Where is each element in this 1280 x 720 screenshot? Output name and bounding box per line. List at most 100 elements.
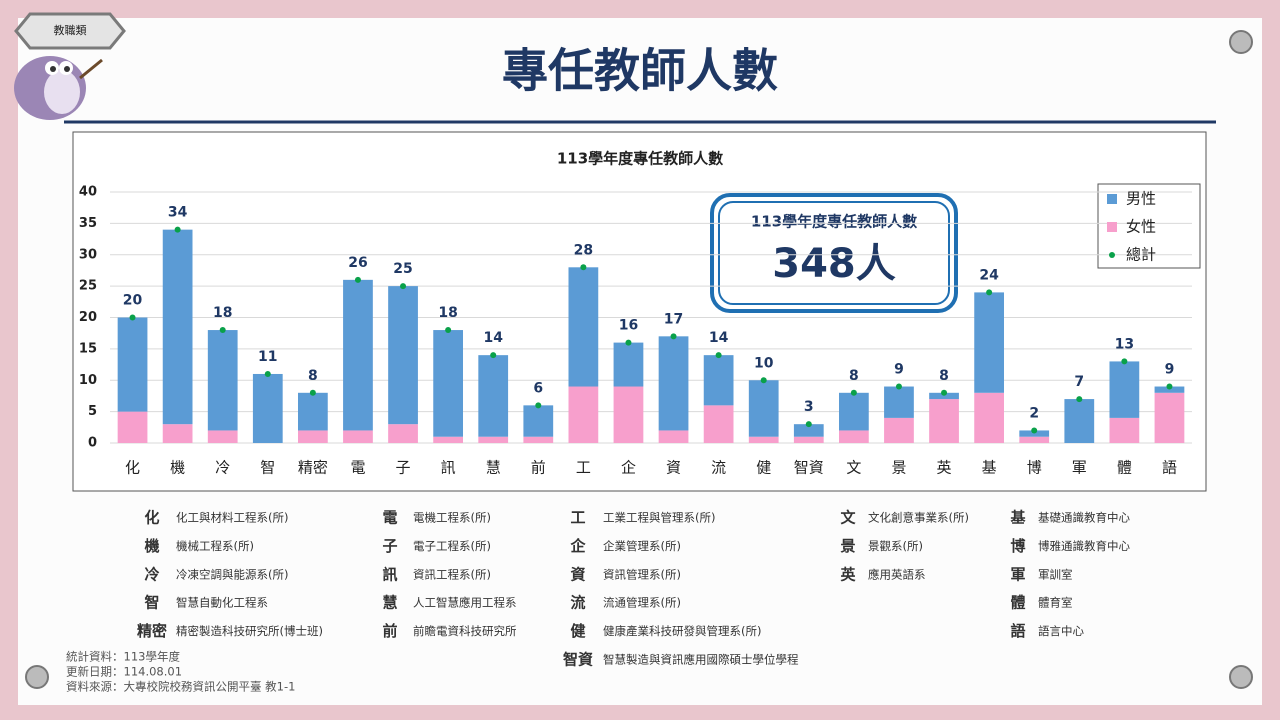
bar-segment xyxy=(207,430,238,443)
dept-abbr: 冷 xyxy=(144,565,159,583)
bar-segment xyxy=(343,430,373,443)
total-label: 14 xyxy=(483,330,503,346)
x-tick-label: 基 xyxy=(982,459,997,477)
total-dot xyxy=(174,226,181,233)
dept-name: 電機工程系(所) xyxy=(413,511,491,525)
dept-name: 資訊管理系(所) xyxy=(603,567,681,581)
bar-segment xyxy=(974,392,1005,443)
total-label: 8 xyxy=(939,368,949,384)
x-tick-label: 景 xyxy=(891,459,906,477)
bar-segment xyxy=(297,430,328,443)
dept-name: 冷凍空調與能源系(所) xyxy=(176,567,288,581)
bar-segment xyxy=(793,436,824,443)
x-tick-label: 化 xyxy=(125,459,140,477)
y-tick-label: 5 xyxy=(88,404,97,419)
x-tick-label: 體 xyxy=(1117,459,1132,477)
dept-name: 基礎通識教育中心 xyxy=(1038,511,1130,525)
bar-segment xyxy=(523,405,554,437)
x-tick-label: 文 xyxy=(846,459,861,477)
x-tick-label: 冷 xyxy=(215,459,230,477)
total-label: 3 xyxy=(804,399,814,415)
bar-segment xyxy=(478,355,509,437)
x-tick-label: 慧 xyxy=(486,459,501,477)
bar-segment xyxy=(748,436,779,443)
bar-segment xyxy=(793,424,824,437)
total-dot xyxy=(354,276,361,283)
total-label: 8 xyxy=(849,368,859,384)
total-dot xyxy=(535,402,542,409)
x-tick-label: 前 xyxy=(531,459,546,477)
bar-segment xyxy=(343,279,373,431)
legend-swatch xyxy=(1107,194,1117,204)
bar-segment xyxy=(433,436,464,443)
total-label: 16 xyxy=(619,318,638,334)
legend-label: 總計 xyxy=(1126,246,1156,264)
legend-swatch xyxy=(1109,252,1115,258)
badge-box xyxy=(14,12,126,50)
x-tick-label: 資 xyxy=(666,459,681,477)
total-dot xyxy=(670,333,677,340)
total-dot xyxy=(400,283,407,290)
bar-segment xyxy=(207,330,238,431)
dept-name: 機械工程系(所) xyxy=(176,539,254,553)
bar-segment xyxy=(388,286,418,425)
legend-label: 男性 xyxy=(1126,190,1156,208)
bar-segment xyxy=(162,424,193,443)
total-label: 28 xyxy=(574,242,593,258)
dept-abbr: 流 xyxy=(570,594,585,612)
total-dot xyxy=(264,370,271,377)
total-label: 2 xyxy=(1029,405,1039,421)
y-tick-label: 30 xyxy=(79,247,97,262)
legend-swatch xyxy=(1107,222,1117,232)
dept-abbr: 景 xyxy=(840,537,855,555)
x-tick-label: 子 xyxy=(396,459,411,477)
callout-value: 348人 xyxy=(772,241,896,287)
bar-segment xyxy=(974,292,1005,393)
total-dot xyxy=(1076,396,1083,403)
total-label: 14 xyxy=(709,330,729,346)
dept-name: 精密製造科技研究所(博士班) xyxy=(176,624,323,638)
x-tick-label: 精密 xyxy=(298,459,328,477)
total-dot xyxy=(1121,358,1128,365)
bar-segment xyxy=(884,417,914,443)
x-tick-label: 健 xyxy=(756,459,771,477)
total-label: 26 xyxy=(348,255,367,271)
dept-abbr: 資 xyxy=(570,565,585,583)
total-label: 8 xyxy=(308,368,318,384)
bar-segment xyxy=(703,405,734,443)
y-tick-label: 0 xyxy=(88,436,97,451)
bar-segment xyxy=(884,386,914,418)
bar-segment xyxy=(613,342,644,387)
total-dot xyxy=(129,314,136,321)
total-label: 20 xyxy=(123,293,143,309)
dept-abbr: 文 xyxy=(840,509,856,527)
dept-name: 智慧自動化工程系 xyxy=(176,596,268,610)
bar-segment xyxy=(929,399,959,443)
footnote: 資料來源：大專校院校務資訊公開平臺 教1-1 xyxy=(66,680,295,694)
dept-abbr: 智 xyxy=(144,594,159,612)
total-label: 9 xyxy=(894,362,904,378)
x-tick-label: 軍 xyxy=(1072,459,1087,477)
dept-abbr: 英 xyxy=(840,565,856,583)
dept-abbr: 訊 xyxy=(382,565,397,583)
chart-title: 113學年度專任教師人數 xyxy=(557,150,723,168)
bar-segment xyxy=(117,317,148,412)
total-label: 10 xyxy=(754,355,774,371)
total-dot xyxy=(850,389,857,396)
bar-segment xyxy=(297,392,328,431)
total-dot xyxy=(445,327,452,334)
dept-abbr: 子 xyxy=(382,537,397,555)
bar-segment xyxy=(613,386,644,443)
x-tick-label: 訊 xyxy=(441,459,456,477)
dept-name: 文化創意事業系(所) xyxy=(868,511,969,525)
x-tick-label: 英 xyxy=(937,459,952,477)
x-tick-label: 流 xyxy=(711,459,726,477)
dept-name: 電子工程系(所) xyxy=(413,539,491,553)
total-dot xyxy=(805,421,812,428)
total-label: 17 xyxy=(664,311,683,327)
dept-name: 體育室 xyxy=(1038,596,1073,610)
bar-segment xyxy=(117,411,148,443)
bar-segment xyxy=(252,373,283,443)
dept-name: 企業管理系(所) xyxy=(603,539,681,553)
